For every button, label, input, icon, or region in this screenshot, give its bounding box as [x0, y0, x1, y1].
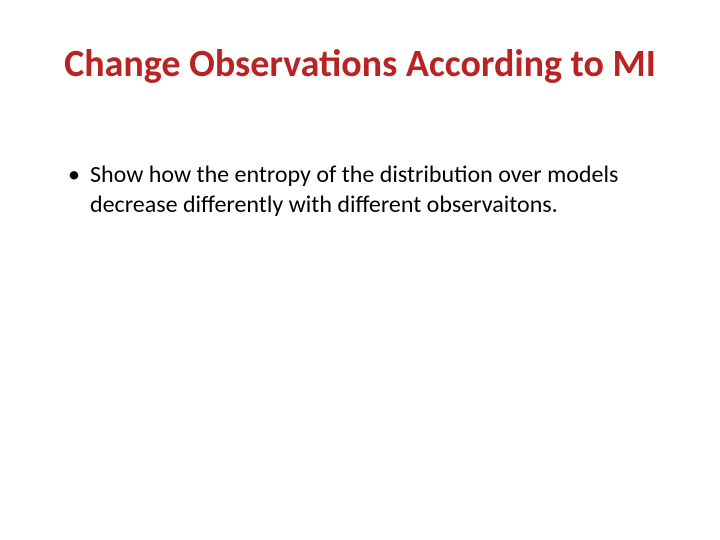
bullet-list: Show how the entropy of the distribution…: [68, 160, 650, 220]
slide-title: Change Observations According to MI: [40, 44, 680, 86]
bullet-item: Show how the entropy of the distribution…: [68, 160, 650, 220]
